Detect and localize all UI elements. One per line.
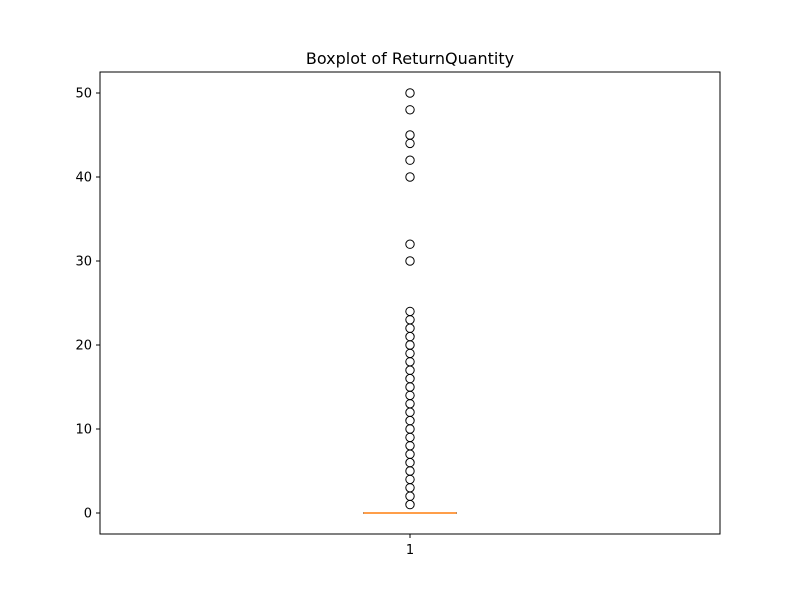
outlier-point	[405, 415, 415, 426]
outlier-point	[405, 499, 415, 510]
outlier-point	[405, 399, 415, 409]
outlier-point	[405, 172, 415, 182]
outlier-point	[405, 373, 415, 384]
y-tick-label: 50	[75, 87, 92, 102]
x-axis: 1	[406, 534, 414, 558]
x-tick-label: 1	[406, 543, 414, 558]
outlier-point	[405, 474, 415, 485]
outlier-point	[405, 340, 415, 350]
outlier-point	[405, 382, 415, 392]
y-tick-label: 20	[75, 339, 92, 354]
plot-marks	[363, 88, 457, 514]
y-tick-label: 0	[84, 507, 92, 522]
outlier-point	[405, 466, 415, 476]
outlier-point	[405, 357, 415, 367]
outlier-point	[405, 424, 415, 434]
outlier-point	[405, 407, 415, 417]
outlier-point	[405, 155, 415, 165]
outlier-point	[405, 105, 415, 115]
outlier-point	[405, 306, 415, 317]
outlier-point	[405, 365, 415, 375]
outlier-point	[405, 138, 415, 149]
plot-frame	[99, 71, 721, 535]
outlier-point	[405, 239, 415, 249]
outlier-point	[405, 348, 415, 359]
outlier-point	[405, 88, 415, 98]
outlier-point	[405, 390, 415, 401]
y-tick-label: 10	[75, 423, 92, 438]
y-tick-label: 40	[75, 171, 92, 186]
outlier-point	[405, 483, 415, 493]
y-axis: 0 10 20 30 40 50	[75, 87, 100, 522]
outlier-point	[405, 432, 415, 443]
outlier-point	[405, 256, 415, 266]
outlier-point	[405, 449, 415, 459]
outlier-point	[405, 331, 415, 342]
outlier-point	[405, 130, 415, 140]
chart-title: Boxplot of ReturnQuantity	[306, 49, 514, 68]
outlier-point	[405, 315, 415, 325]
outlier-point	[405, 491, 415, 501]
outlier-point	[405, 441, 415, 451]
outlier-point	[405, 323, 415, 333]
outlier-point	[405, 457, 415, 468]
y-tick-label: 30	[75, 255, 92, 270]
